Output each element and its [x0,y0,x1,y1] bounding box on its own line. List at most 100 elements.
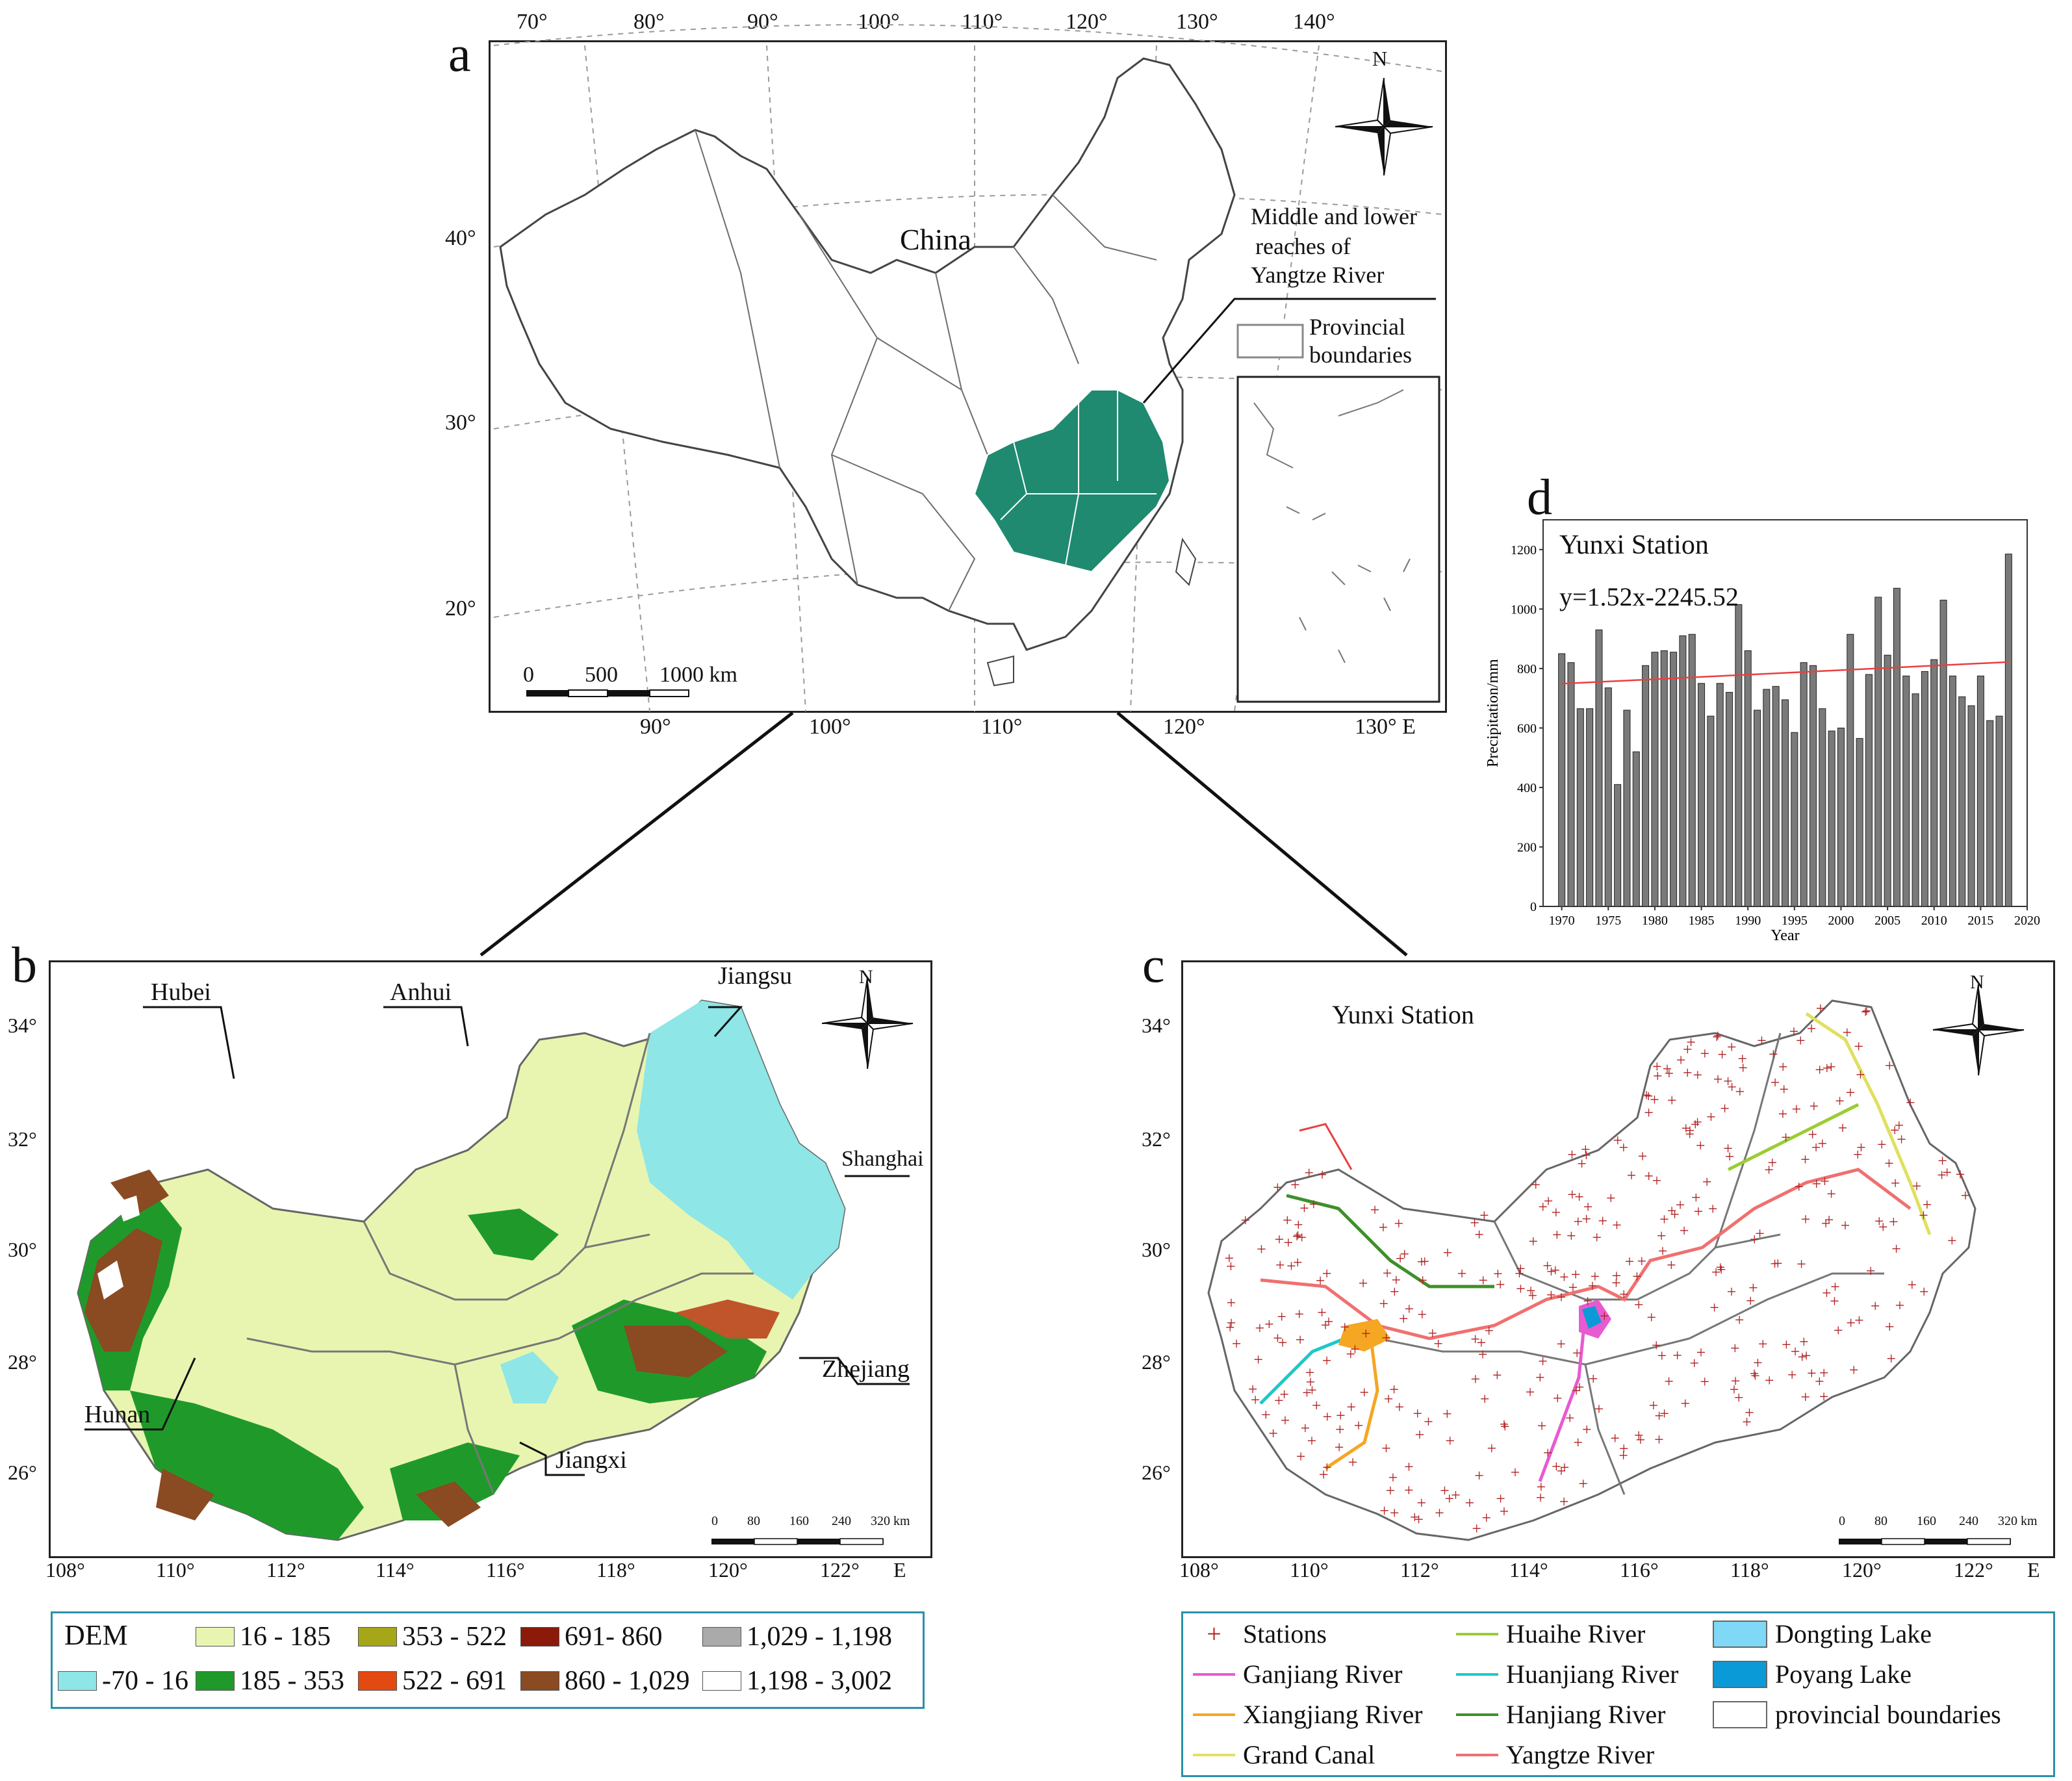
station-marker: + [1418,1271,1427,1290]
station-marker: + [1379,1502,1389,1520]
latitude-label: 34° [8,1014,37,1037]
x-tick-label: 1970 [1549,914,1575,928]
legend-label-2: boundaries [1309,342,1412,368]
station-marker: + [1440,1481,1450,1500]
y-tick-label: 1000 [1511,602,1537,617]
scale-label-500: 500 [585,663,618,687]
station-marker: + [1515,1264,1524,1283]
dem-swatch [520,1627,559,1646]
station-marker: + [1297,1228,1307,1247]
bar [1660,650,1668,907]
station-marker: + [1322,1458,1332,1477]
station-marker: + [1787,1366,1797,1385]
area-swatch-icon [1713,1620,1767,1648]
station-marker: + [1415,1425,1425,1444]
station-marker: + [1659,1210,1669,1229]
station-marker: + [1388,1468,1398,1487]
dem-swatch [196,1671,235,1691]
scale-label: 0 [711,1514,718,1528]
station-marker: + [1816,999,1826,1018]
station-marker: + [1354,1416,1364,1435]
station-marker: + [1544,1192,1554,1211]
station-marker: + [1874,1212,1884,1231]
station-marker: + [1481,1508,1491,1527]
station-marker: + [1652,1336,1661,1355]
station-marker: + [1730,1339,1740,1357]
station-marker: + [1428,1324,1438,1342]
longitude-label: 114° [376,1558,415,1582]
station-marker: + [1886,1349,1896,1368]
region-label-2: reaches of [1255,233,1351,259]
legend-label-1: Provincial [1309,314,1405,340]
bar [1558,653,1566,907]
station-marker: + [1560,1458,1570,1477]
station-marker: + [1550,1261,1560,1279]
longitude-label: E [893,1558,906,1582]
station-marker: + [1472,1519,1481,1538]
station-marker: + [1823,1059,1832,1078]
china-map [493,24,1443,712]
legend-item: Yangtze River [1456,1739,1654,1770]
bar [1567,662,1575,907]
legend-item: Hanjiang River [1456,1699,1666,1730]
station-marker: + [1551,1203,1561,1222]
station-marker: + [1658,1242,1668,1261]
longitude-label: 70° [517,10,548,34]
station-marker: + [1696,1136,1706,1155]
station-marker: + [1866,1261,1876,1280]
station-marker: + [1797,1255,1806,1274]
station-marker: + [1322,1407,1332,1426]
station-marker: + [1696,1343,1706,1362]
longitude-label: 120° [1163,715,1205,739]
station-marker: + [1727,1038,1737,1057]
station-marker: + [1670,1205,1680,1224]
station-marker: + [1923,1196,1932,1214]
river-line-icon [1193,1713,1235,1716]
longitude-label: 100° [858,10,900,34]
station-marker: + [1937,1166,1947,1185]
station-marker: + [1275,1230,1285,1249]
legend-item: Ganjiang River [1193,1659,1403,1689]
station-marker: + [1572,1381,1581,1400]
latitude-label: 20° [445,596,476,621]
panel-d-letter: d [1527,468,1552,525]
station-marker: + [1511,1463,1520,1481]
station-marker: + [1778,1105,1788,1123]
station-marker: + [1664,1372,1674,1391]
station-marker: + [1307,1381,1317,1400]
station-marker: + [1746,1291,1756,1310]
scale-bar-b [711,1538,884,1545]
bar [1716,683,1724,907]
station-marker: + [1474,1466,1484,1485]
station-marker: + [1465,1493,1475,1512]
station-marker: + [1370,1201,1380,1220]
panel-a-letter: a [448,25,471,82]
station-marker: + [1253,1350,1263,1369]
station-marker: + [1838,1118,1848,1137]
station-marker: + [1731,1372,1741,1390]
station-marker: + [1720,1099,1730,1118]
area-swatch-icon [1713,1660,1767,1688]
dem-item: 1,198 - 3,002 [702,1665,892,1697]
station-marker: + [1261,1405,1271,1424]
station-marker: + [1676,1051,1686,1070]
station-marker: + [1492,1366,1502,1385]
bar [1595,629,1603,907]
station-marker: + [1383,1264,1392,1283]
x-tick-label: 1985 [1689,914,1715,928]
yunxi-station-label: Yunxi Station [1332,1000,1474,1029]
bar [1856,737,1863,907]
station-marker: + [1346,1344,1356,1363]
station-marker: + [1359,1274,1368,1292]
station-marker: + [1871,1296,1880,1315]
station-marker: + [1667,1091,1677,1110]
station-marker: + [1568,1278,1578,1297]
station-marker: + [1799,1333,1809,1352]
station-marker: + [1737,1049,1747,1068]
station-marker: + [1680,1221,1689,1240]
station-marker: + [1500,1415,1509,1434]
station-marker: + [1807,1364,1817,1383]
scale-label: 160 [1917,1514,1936,1528]
station-marker: + [1516,1259,1526,1278]
station-marker: + [1750,1230,1759,1249]
